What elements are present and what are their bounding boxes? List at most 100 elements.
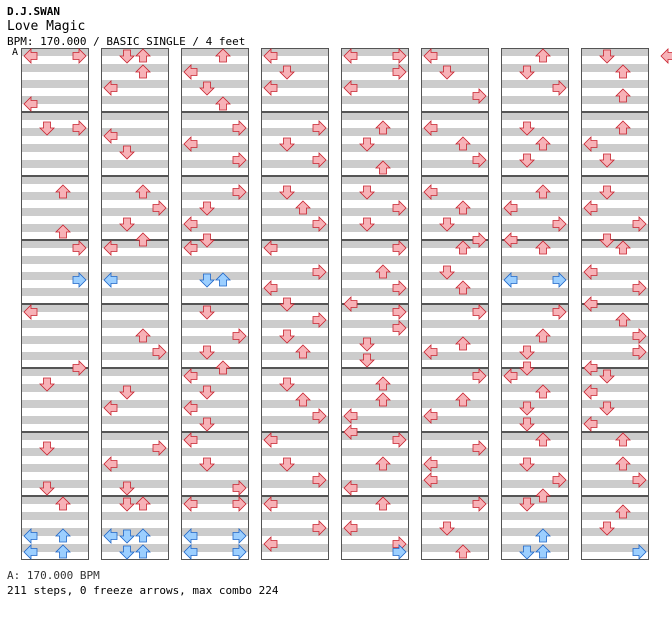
beat-band [261,224,329,232]
beat-band [261,304,329,312]
beat-band [341,64,409,72]
beat-band [181,48,249,56]
measure-box [421,112,489,176]
beat-band [181,160,249,168]
chart-meta: BPM: 170.000 / BASIC SINGLE / 4 feet [7,35,246,48]
measure-border [261,304,329,368]
beat-band [181,176,249,184]
measure-border [341,432,409,496]
beat-band [341,80,409,88]
offscreen-arrow-left-icon [660,48,672,64]
measure-box [21,432,89,496]
beat-band [21,96,89,104]
beat-band [21,240,89,248]
beat-band [581,240,649,248]
measure-border [261,112,329,176]
beat-band [261,176,329,184]
beat-band [101,224,169,232]
beat-band [341,352,409,360]
beat-band [421,176,489,184]
beat-band [341,208,409,216]
measure-box [261,496,329,560]
beat-band [341,112,409,120]
beat-band [101,512,169,520]
measure-border [581,240,649,304]
beat-band [181,288,249,296]
beat-band [261,48,329,56]
beat-band [21,320,89,328]
measure-border [581,496,649,560]
beat-band [501,80,569,88]
measure-border [421,496,489,560]
beat-band [101,192,169,200]
beat-band [261,480,329,488]
beat-band [341,544,409,552]
beat-band [21,368,89,376]
beat-band [21,336,89,344]
beat-band [181,416,249,424]
measure-box [581,368,649,432]
beat-band [181,304,249,312]
beat-band [581,144,649,152]
beat-band [421,128,489,136]
beat-band [581,80,649,88]
beat-band [341,272,409,280]
measure-border [261,432,329,496]
measure-border [341,304,409,368]
beat-band [421,496,489,504]
measure-border [101,176,169,240]
measure-border [101,304,169,368]
beat-band [181,448,249,456]
beat-band [421,240,489,248]
beat-band [581,272,649,280]
beat-band [261,512,329,520]
beat-band [341,192,409,200]
measure-box [101,176,169,240]
beat-band [181,464,249,472]
beat-band [501,128,569,136]
step-stats: 211 steps, 0 freeze arrows, max combo 22… [7,584,279,597]
measure-box [341,496,409,560]
beat-band [261,208,329,216]
bpm-section-marker: A [12,47,19,58]
beat-band [341,448,409,456]
beat-band [501,448,569,456]
measure-box [21,368,89,432]
beat-band [421,64,489,72]
measure-border [21,304,89,368]
measure-border [21,48,89,112]
measure-box [341,304,409,368]
beat-band [181,144,249,152]
beat-band [181,512,249,520]
measure-box [261,368,329,432]
beat-band [421,368,489,376]
beat-band [101,112,169,120]
beat-band [421,464,489,472]
measure-border [101,368,169,432]
measure-border [501,48,569,112]
measure-box [581,304,649,368]
beat-band [101,416,169,424]
beat-band [501,544,569,552]
beat-band [181,528,249,536]
beat-band [501,144,569,152]
beat-band [261,128,329,136]
beat-band [581,176,649,184]
measure-border [181,368,249,432]
beat-band [21,352,89,360]
measure-border [501,368,569,432]
beat-band [101,304,169,312]
beat-band [181,496,249,504]
measure-box [261,48,329,112]
measure-border [581,432,649,496]
beat-band [261,160,329,168]
beat-band [581,512,649,520]
beat-band [581,400,649,408]
beat-band [101,336,169,344]
beat-band [101,528,169,536]
beat-band [581,160,649,168]
beat-band [181,368,249,376]
beat-band [501,176,569,184]
beat-band [421,144,489,152]
measure-box [421,304,489,368]
